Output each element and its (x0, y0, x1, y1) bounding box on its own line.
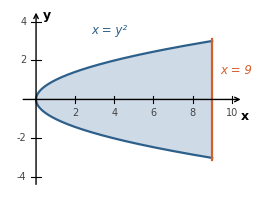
Text: 8: 8 (189, 108, 195, 118)
Text: 4: 4 (20, 17, 26, 27)
Text: 10: 10 (225, 108, 237, 118)
Text: y: y (43, 9, 51, 22)
Text: x = y²: x = y² (90, 24, 126, 37)
Text: 2: 2 (20, 56, 26, 65)
Text: 2: 2 (72, 108, 78, 118)
Text: -4: -4 (17, 172, 26, 182)
Text: -2: -2 (17, 133, 26, 143)
Text: x: x (240, 110, 248, 123)
Text: 4: 4 (111, 108, 117, 118)
Text: 6: 6 (150, 108, 156, 118)
Text: x = 9: x = 9 (219, 64, 251, 77)
